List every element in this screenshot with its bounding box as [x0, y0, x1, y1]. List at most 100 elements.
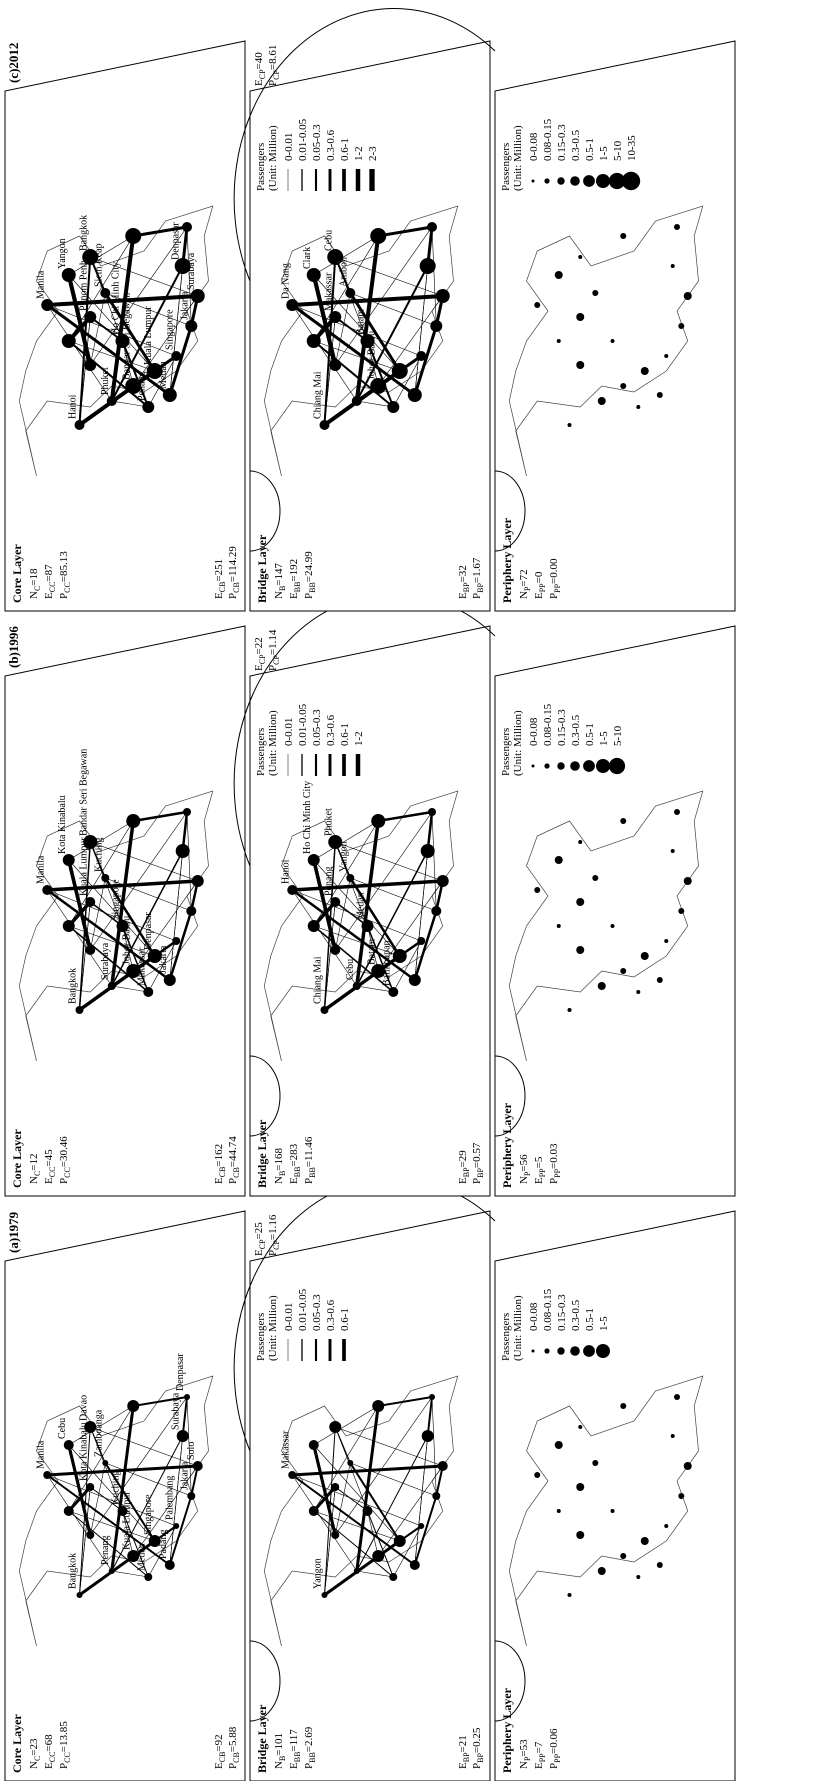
- legend-dot: [596, 174, 610, 188]
- stat-value: =283: [288, 1143, 300, 1166]
- city-label: Penang: [323, 867, 334, 896]
- stat-value: =72: [518, 569, 530, 586]
- airport: [657, 977, 663, 983]
- airport: [611, 924, 615, 928]
- airport: [392, 363, 408, 379]
- city-label: Hanoi: [280, 859, 291, 884]
- stat-value: =0.00: [548, 558, 560, 584]
- airport: [409, 974, 421, 986]
- city-label: Penang: [136, 372, 147, 401]
- airport: [320, 420, 330, 430]
- stat-subscript: BP: [476, 1753, 485, 1763]
- city-label: Makassar: [136, 947, 147, 986]
- airport: [331, 1483, 339, 1491]
- city-label: Kuala Lumpur: [143, 306, 154, 365]
- stat-value: =85.13: [58, 551, 70, 582]
- stat: NC=18: [28, 568, 42, 599]
- city-label: Siem Reap: [93, 243, 104, 287]
- airport: [363, 1506, 373, 1516]
- airport: [371, 814, 385, 828]
- airport: [362, 920, 374, 932]
- stat-subscript: CC: [63, 1752, 72, 1763]
- stat-symbol: N: [518, 1176, 530, 1184]
- stat-subscript: CP: [272, 1240, 281, 1250]
- airport: [568, 423, 572, 427]
- stat-value: =147: [273, 562, 285, 585]
- legend-item: 0-0.08: [528, 717, 540, 746]
- city-label: Medan: [136, 1543, 147, 1571]
- city-label: Phuket: [100, 367, 111, 395]
- layer-name: Periphery Layer: [500, 517, 514, 603]
- airport: [177, 1430, 189, 1442]
- airport: [346, 874, 354, 882]
- airport: [576, 1483, 584, 1491]
- airport: [165, 1560, 175, 1570]
- airport: [568, 1008, 572, 1012]
- airport: [534, 302, 540, 308]
- airport: [421, 844, 435, 858]
- legend-dot: [532, 180, 535, 183]
- airport: [331, 1531, 339, 1539]
- stat-subscript: CB: [218, 1752, 227, 1763]
- airport: [432, 1492, 440, 1500]
- stat: ECP=22: [253, 637, 267, 671]
- city-label: Denpasar: [175, 1353, 186, 1391]
- airport: [674, 224, 680, 230]
- layer-plane: [495, 1211, 735, 1781]
- airport: [657, 1562, 663, 1568]
- airport: [64, 1506, 74, 1516]
- airport: [41, 299, 53, 311]
- city-label: Chiang Mai: [313, 956, 324, 1004]
- airport: [620, 968, 626, 974]
- city-label: Solo: [186, 1442, 197, 1460]
- airport: [578, 1425, 582, 1429]
- airport: [309, 1440, 319, 1450]
- airport: [288, 1471, 296, 1479]
- legend-item: 5-10: [612, 725, 624, 746]
- city-label: Bangkok: [68, 968, 79, 1004]
- airport: [436, 289, 450, 303]
- airport: [428, 808, 436, 816]
- airport: [636, 1575, 640, 1579]
- legend-item: 0.3-0.5: [570, 1299, 582, 1331]
- airport: [353, 982, 361, 990]
- city-label: Ambon: [338, 257, 349, 287]
- airport: [611, 339, 615, 343]
- page: {"figure":{"panels":[ {"title":"(a)1979"…: [0, 0, 829, 1781]
- layer-name: Core Layer: [10, 1129, 24, 1188]
- legend-item: 0.3-0.5: [570, 129, 582, 161]
- airport: [429, 1394, 435, 1400]
- legend-item: 1-5: [598, 1316, 610, 1331]
- stat-value: =1.16: [267, 1214, 279, 1240]
- stat: ECB=251: [213, 559, 227, 599]
- city-label: Kuching: [93, 838, 104, 872]
- stat-subscript: BB: [293, 1752, 302, 1763]
- layer: Core LayerNC=23ECC=68PCC=13.85BangkokMan…: [5, 1211, 245, 1781]
- city-label: Penang: [100, 1536, 111, 1565]
- stat-value: =24.99: [303, 551, 315, 582]
- legend-dot: [544, 763, 549, 768]
- legend-item: 0-0.01: [283, 718, 295, 746]
- legend-title: Passengers: [255, 1313, 267, 1361]
- stat-value: =29: [457, 1150, 469, 1168]
- legend-item: 0.15-0.3: [556, 709, 568, 746]
- city-label: Denpasar: [171, 222, 182, 260]
- airport: [430, 320, 442, 332]
- airport: [62, 334, 76, 348]
- stat: NP=72: [518, 569, 532, 599]
- stat-value: =101: [273, 1733, 285, 1756]
- city-label: Jakarta: [179, 1461, 190, 1490]
- city-label: Medan: [158, 361, 169, 389]
- city-label: Surabaya: [186, 252, 197, 290]
- airport: [85, 897, 95, 907]
- city-label: Ho Chi Minh City: [111, 262, 122, 335]
- airport: [578, 840, 582, 844]
- stat-value: =0.03: [548, 1143, 560, 1169]
- airport: [394, 1535, 406, 1547]
- stat-subscript: BP: [476, 1168, 485, 1178]
- stat-value: =5.88: [227, 1726, 239, 1752]
- airport: [684, 1462, 692, 1470]
- airport: [192, 875, 204, 887]
- airport: [321, 1006, 329, 1014]
- legend-title: (Unit: Million): [512, 1295, 524, 1361]
